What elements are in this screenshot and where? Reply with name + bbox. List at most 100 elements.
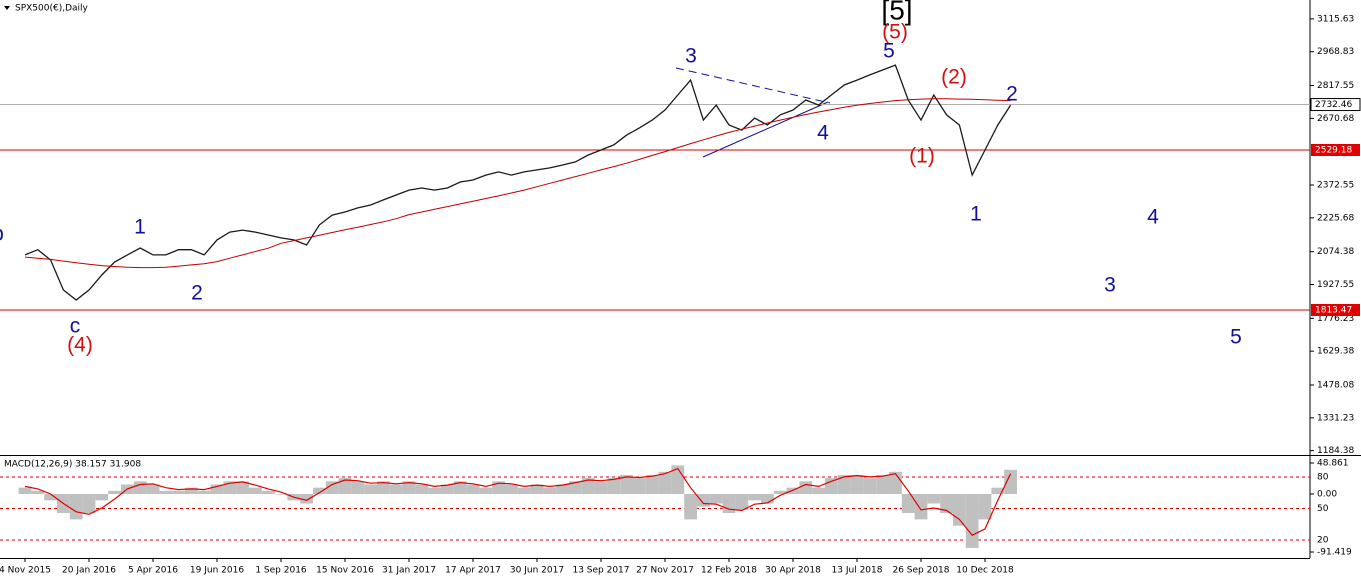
level-box [1311,304,1360,317]
histogram-bar [325,481,339,494]
histogram-bar [940,493,953,514]
y-tick-label: 3115.63 [1317,14,1354,24]
histogram-bar [18,487,32,494]
histogram-bar [761,493,774,504]
histogram-bar [735,493,749,510]
histogram-bar [479,487,493,494]
signal-line [24,467,1012,536]
histogram-bar [108,490,121,494]
y-tick-label: 2074.38 [1317,247,1354,257]
histogram-bar [44,493,57,501]
trendline [702,101,829,158]
histogram-bar [185,487,198,494]
histogram-bar [991,487,1005,494]
histogram-bar [569,481,582,494]
price-line [24,64,1012,301]
x-tick-label: 30 Apr 2018 [765,566,821,576]
last-price-label: 2732.46 [1315,100,1352,110]
histogram-bar [709,493,723,504]
histogram-bar [965,493,979,548]
histogram-bar [402,481,416,494]
histogram-bar [159,490,173,494]
x-tick-label: 13 Sep 2017 [572,566,629,576]
histogram-bar [901,493,915,514]
x-tick-label: 12 Feb 2018 [701,566,757,576]
x-tick-label: 17 Apr 2017 [445,566,501,576]
wave-label: 2 [191,282,203,305]
x-tick-label: 13 Jul 2018 [832,566,883,576]
histogram-bar [453,481,467,494]
wave-label: 1 [134,216,146,239]
histogram-bar [825,478,838,494]
y-tick-label: 1629.38 [1317,347,1354,357]
histogram-bar [377,481,390,494]
moving-average [24,98,1011,269]
histogram-bar [620,474,633,494]
wave-label: c [70,315,81,338]
y-tick-label: 2817.55 [1317,81,1354,91]
histogram-bar [748,493,761,501]
wave-label: 1 [970,203,982,226]
histogram-bar [261,490,275,494]
indicator-title: MACD(12,26,9) 38.157 31.908 [4,460,141,470]
y-tick-label: 0.00 [1317,489,1337,499]
x-tick-label: 27 Nov 2017 [636,566,694,576]
wave-label: (4) [67,334,93,357]
histogram-bar [517,487,531,494]
x-tick-label: 10 Dec 2018 [956,566,1014,576]
level-label: 1813.47 [1315,306,1352,316]
y-tick-label: 1184.38 [1317,446,1354,456]
histogram-bar [953,493,966,526]
wave-label: (5) [882,21,908,44]
histogram-bar [850,474,864,494]
histogram-bar [633,478,646,494]
histogram-bar [428,487,441,494]
histogram-bar [31,490,45,494]
histogram-bar [133,481,147,494]
last-price-box [1310,98,1361,112]
histogram-bar [249,487,262,494]
histogram-bar [466,484,480,494]
wave-label: (1) [909,145,935,168]
wave-label: 2 [1006,83,1018,106]
histogram-bar [697,493,710,507]
histogram-bar [338,478,352,494]
histogram-bar [236,481,249,494]
histogram-bar [351,481,365,494]
histogram-bar [556,484,569,494]
wave-label: [5] [881,0,912,25]
histogram-bar [389,484,403,494]
histogram-bar [197,490,211,494]
histogram-bar [671,465,685,494]
y2-tick-label: 20 [1317,536,1329,546]
histogram-bar [95,493,109,501]
histogram-bar [927,493,941,504]
y-tick-label: 2670.68 [1317,114,1354,124]
histogram-bar [658,471,672,494]
histogram-bar [594,481,608,494]
histogram-bar [799,481,813,494]
histogram-bar [1004,469,1017,494]
y-tick-label: 2968.83 [1317,47,1354,57]
y-tick-label: 1776.23 [1317,314,1354,324]
y-tick-label: 1927.55 [1317,280,1354,290]
wave-label: (2) [941,66,967,89]
y-tick-label: 2372.55 [1317,181,1354,191]
wave-label: 4 [1147,206,1159,229]
x-tick-label: 20 Jan 2016 [62,566,116,576]
x-tick-label: 1 Sep 2016 [255,566,307,576]
histogram-bar [172,490,185,494]
x-tick-label: 30 Jun 2017 [510,566,564,576]
wave-label: 5 [883,40,895,63]
histogram-bar [837,474,851,494]
histogram-bar [82,493,96,514]
histogram-bar [210,484,224,494]
histogram-bar [863,478,877,494]
level-label: 2529.18 [1315,145,1352,155]
histogram-bar [505,484,518,494]
histogram-bar [812,487,825,494]
wave-label: 3 [1104,274,1116,297]
y2-tick-label: 80 [1317,472,1329,482]
histogram-bar [274,493,288,495]
